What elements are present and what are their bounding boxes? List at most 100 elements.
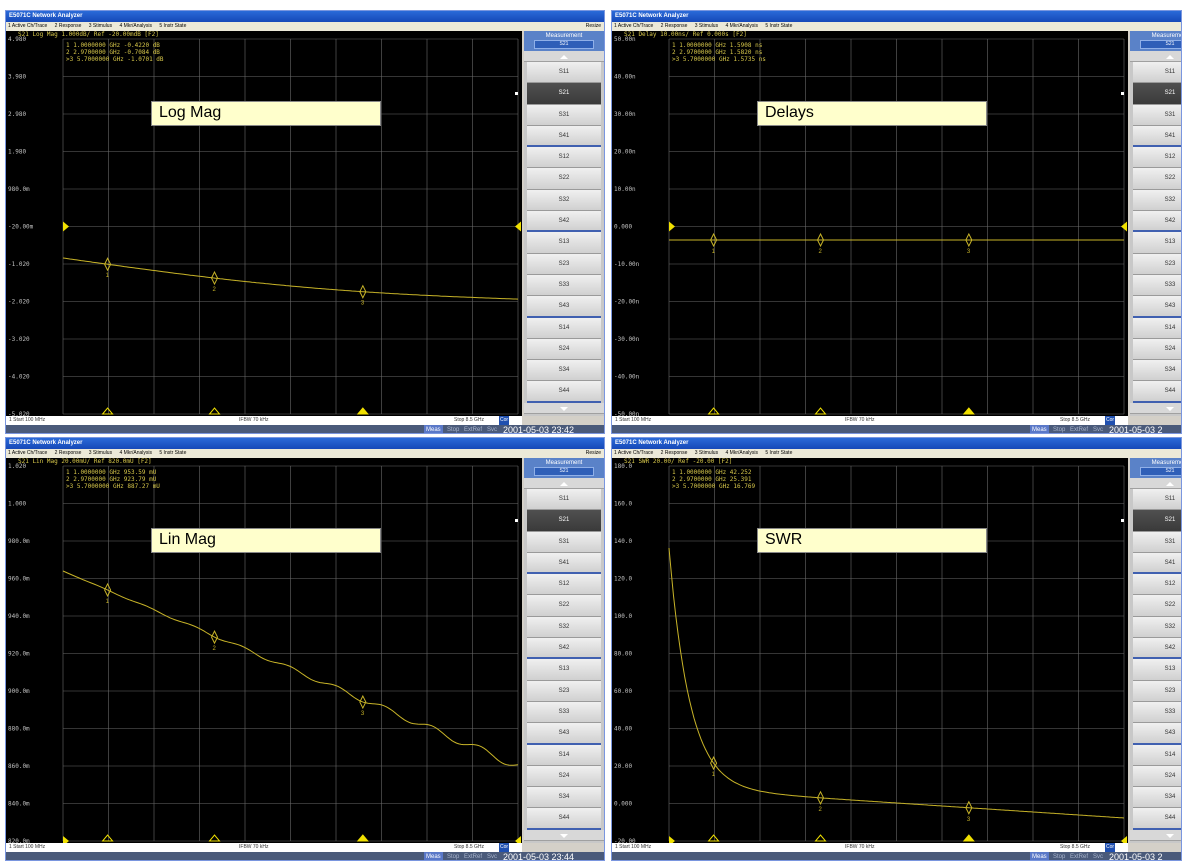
menu-instr-state[interactable]: 5 Instr State	[765, 23, 793, 29]
menu-resize[interactable]: Resize	[585, 450, 601, 456]
softkey-s23[interactable]: S23	[527, 680, 601, 702]
softkey-s11[interactable]: S11	[1133, 62, 1181, 84]
softkey-s33[interactable]: S33	[1133, 274, 1181, 297]
menu-mkr-analysis[interactable]: 4 Mkr/Analysis	[725, 450, 758, 456]
softkey-s34[interactable]: S34	[1133, 360, 1181, 382]
menu-instr-state[interactable]: 5 Instr State	[765, 450, 793, 456]
softkey-s22[interactable]: S22	[1133, 168, 1181, 190]
scroll-up-icon[interactable]	[524, 51, 604, 62]
softkey-s33[interactable]: S33	[527, 274, 601, 297]
softkey-s44[interactable]: S44	[1133, 381, 1181, 403]
softkey-s23[interactable]: S23	[527, 253, 601, 275]
softkey-s21[interactable]: S21	[1121, 83, 1181, 105]
softkey-s14[interactable]: S14	[1133, 744, 1181, 766]
softkey-s41[interactable]: S41	[527, 552, 601, 575]
marker-diamond-icon[interactable]	[816, 232, 825, 248]
marker-diamond-icon[interactable]	[816, 790, 825, 805]
softkey-s24[interactable]: S24	[1133, 765, 1181, 788]
marker-diamond-icon[interactable]	[210, 630, 219, 645]
softkey-s43[interactable]: S43	[1133, 723, 1181, 745]
marker-diamond-icon[interactable]	[965, 800, 973, 815]
menu-response[interactable]: 2 Response	[660, 450, 688, 456]
softkey-s41[interactable]: S41	[1133, 125, 1181, 148]
softkey-s43[interactable]: S43	[527, 296, 601, 318]
softkey-s11[interactable]: S11	[527, 489, 601, 511]
softkey-s11[interactable]: S11	[1133, 489, 1181, 511]
softkey-s22[interactable]: S22	[1133, 595, 1181, 617]
menu-stimulus[interactable]: 3 Stimulus	[694, 23, 719, 29]
scroll-up-icon[interactable]	[1130, 478, 1181, 489]
menu-instr-state[interactable]: 5 Instr State	[159, 23, 187, 29]
softkey-s22[interactable]: S22	[527, 168, 601, 190]
menu-mkr-analysis[interactable]: 4 Mkr/Analysis	[119, 450, 152, 456]
softkey-s22[interactable]: S22	[527, 595, 601, 617]
menu-resize[interactable]: Resize	[585, 23, 601, 29]
marker-diamond-icon[interactable]	[104, 257, 112, 272]
softkey-s32[interactable]: S32	[527, 189, 601, 212]
softkey-s13[interactable]: S13	[1133, 659, 1181, 681]
softkey-s42[interactable]: S42	[527, 211, 601, 233]
menu-mkr-analysis[interactable]: 4 Mkr/Analysis	[725, 23, 758, 29]
softkey-s21[interactable]: S21	[1121, 510, 1181, 532]
softkey-s42[interactable]: S42	[1133, 638, 1181, 660]
softkey-s24[interactable]: S24	[527, 765, 601, 788]
scroll-down-icon[interactable]	[1130, 829, 1181, 841]
menu-mkr-analysis[interactable]: 4 Mkr/Analysis	[119, 23, 152, 29]
softkey-s24[interactable]: S24	[527, 338, 601, 361]
menu-stimulus[interactable]: 3 Stimulus	[694, 450, 719, 456]
menu-response[interactable]: 2 Response	[54, 450, 82, 456]
softkey-s14[interactable]: S14	[527, 744, 601, 766]
softkey-s34[interactable]: S34	[527, 787, 601, 809]
softkey-s13[interactable]: S13	[1133, 232, 1181, 254]
marker-diamond-icon[interactable]	[359, 694, 367, 710]
softkey-s21[interactable]: S21	[515, 83, 601, 105]
softkey-s32[interactable]: S32	[1133, 616, 1181, 639]
menu-response[interactable]: 2 Response	[54, 23, 82, 29]
menu-active-ch[interactable]: 1 Active Ch/Trace	[614, 450, 654, 456]
softkey-s43[interactable]: S43	[527, 723, 601, 745]
softkey-s44[interactable]: S44	[1133, 808, 1181, 830]
softkey-s32[interactable]: S32	[1133, 189, 1181, 212]
marker-diamond-icon[interactable]	[210, 270, 219, 286]
marker-diamond-icon[interactable]	[710, 232, 718, 248]
softkey-s21[interactable]: S21	[515, 510, 601, 532]
softkey-s12[interactable]: S12	[527, 147, 601, 169]
softkey-s34[interactable]: S34	[527, 360, 601, 382]
marker-diamond-icon[interactable]	[965, 232, 973, 248]
softkey-s23[interactable]: S23	[1133, 253, 1181, 275]
softkey-s44[interactable]: S44	[527, 808, 601, 830]
softkey-s24[interactable]: S24	[1133, 338, 1181, 361]
menu-stimulus[interactable]: 3 Stimulus	[88, 450, 113, 456]
softkey-s42[interactable]: S42	[1133, 211, 1181, 233]
softkey-s31[interactable]: S31	[527, 104, 601, 126]
menu-instr-state[interactable]: 5 Instr State	[159, 450, 187, 456]
softkey-s41[interactable]: S41	[1133, 552, 1181, 575]
softkey-s12[interactable]: S12	[1133, 147, 1181, 169]
softkey-s14[interactable]: S14	[527, 317, 601, 339]
softkey-s41[interactable]: S41	[527, 125, 601, 148]
marker-diamond-icon[interactable]	[104, 582, 112, 598]
scroll-up-icon[interactable]	[524, 478, 604, 489]
scroll-up-icon[interactable]	[1130, 51, 1181, 62]
softkey-s23[interactable]: S23	[1133, 680, 1181, 702]
softkey-s31[interactable]: S31	[1133, 104, 1181, 126]
softkey-s14[interactable]: S14	[1133, 317, 1181, 339]
softkey-s12[interactable]: S12	[527, 574, 601, 596]
menu-active-ch[interactable]: 1 Active Ch/Trace	[614, 23, 654, 29]
scroll-down-icon[interactable]	[524, 829, 604, 841]
marker-diamond-icon[interactable]	[359, 284, 367, 299]
softkey-s11[interactable]: S11	[527, 62, 601, 84]
softkey-s31[interactable]: S31	[527, 531, 601, 553]
softkey-s44[interactable]: S44	[527, 381, 601, 403]
menu-stimulus[interactable]: 3 Stimulus	[88, 23, 113, 29]
softkey-s34[interactable]: S34	[1133, 787, 1181, 809]
scroll-down-icon[interactable]	[524, 402, 604, 414]
softkey-s33[interactable]: S33	[1133, 701, 1181, 724]
softkey-s13[interactable]: S13	[527, 659, 601, 681]
scroll-down-icon[interactable]	[1130, 402, 1181, 414]
softkey-s43[interactable]: S43	[1133, 296, 1181, 318]
menu-active-ch[interactable]: 1 Active Ch/Trace	[8, 23, 48, 29]
softkey-s32[interactable]: S32	[527, 616, 601, 639]
marker-diamond-icon[interactable]	[710, 756, 718, 771]
softkey-s31[interactable]: S31	[1133, 531, 1181, 553]
